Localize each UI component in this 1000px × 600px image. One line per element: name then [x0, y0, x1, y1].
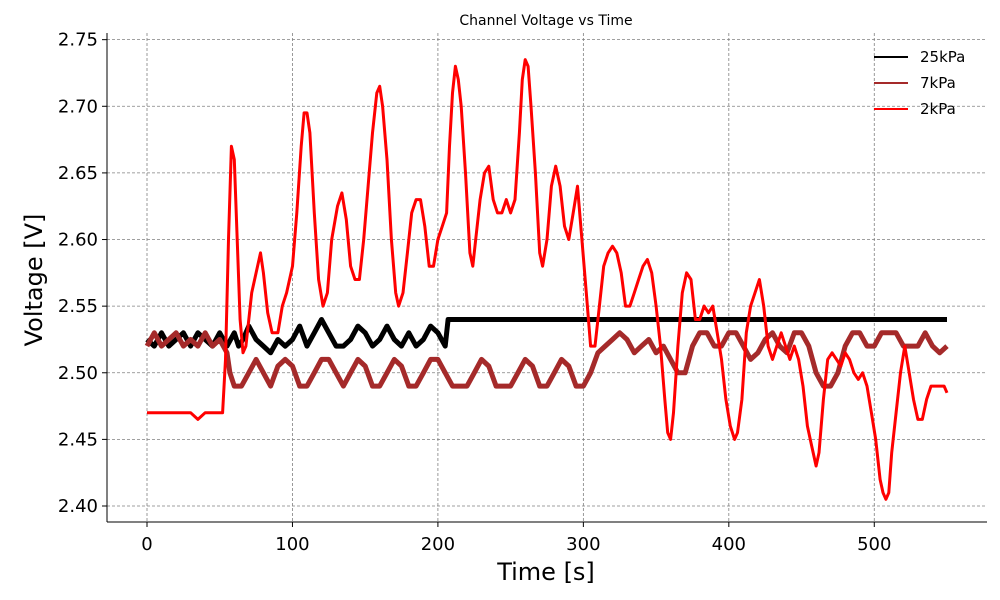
- y-tick-label: 2.45: [58, 429, 98, 450]
- series-line-7kpa: [144, 330, 949, 389]
- x-tick-label: 300: [566, 534, 600, 555]
- x-tick-label: 200: [421, 534, 455, 555]
- series-line-2kpa: [147, 58, 949, 501]
- ticks: 0 100 200 300 400 500 2.40 2.45 2.50 2.55 2.60 2.65…: [58, 30, 892, 555]
- y-tick-label: 2.60: [58, 230, 98, 251]
- series-layer: [144, 58, 949, 501]
- y-tick-label: 2.75: [58, 30, 98, 51]
- y-tick-label: 2.65: [58, 163, 98, 184]
- grid: [107, 33, 987, 522]
- y-tick-label: 2.55: [58, 296, 98, 317]
- legend-label-25kpa: 25kPa: [920, 48, 965, 66]
- x-tick-label: 100: [275, 534, 309, 555]
- axes: [106, 33, 987, 523]
- x-tick-label: 0: [141, 534, 152, 555]
- x-tick-label: 500: [857, 534, 891, 555]
- legend-label-7kpa: 7kPa: [920, 74, 956, 92]
- y-tick-label: 2.70: [58, 96, 98, 117]
- legend: 25kPa 7kPa 2kPa: [874, 48, 965, 118]
- y-tick-label: 2.50: [58, 363, 98, 384]
- y-tick-label: 2.40: [58, 496, 98, 517]
- y-axis-title: Voltage [V]: [20, 214, 48, 347]
- legend-label-2kpa: 2kPa: [920, 100, 956, 118]
- x-axis-title: Time [s]: [496, 558, 595, 586]
- chart-title: Channel Voltage vs Time: [459, 13, 632, 29]
- x-tick-label: 400: [712, 534, 746, 555]
